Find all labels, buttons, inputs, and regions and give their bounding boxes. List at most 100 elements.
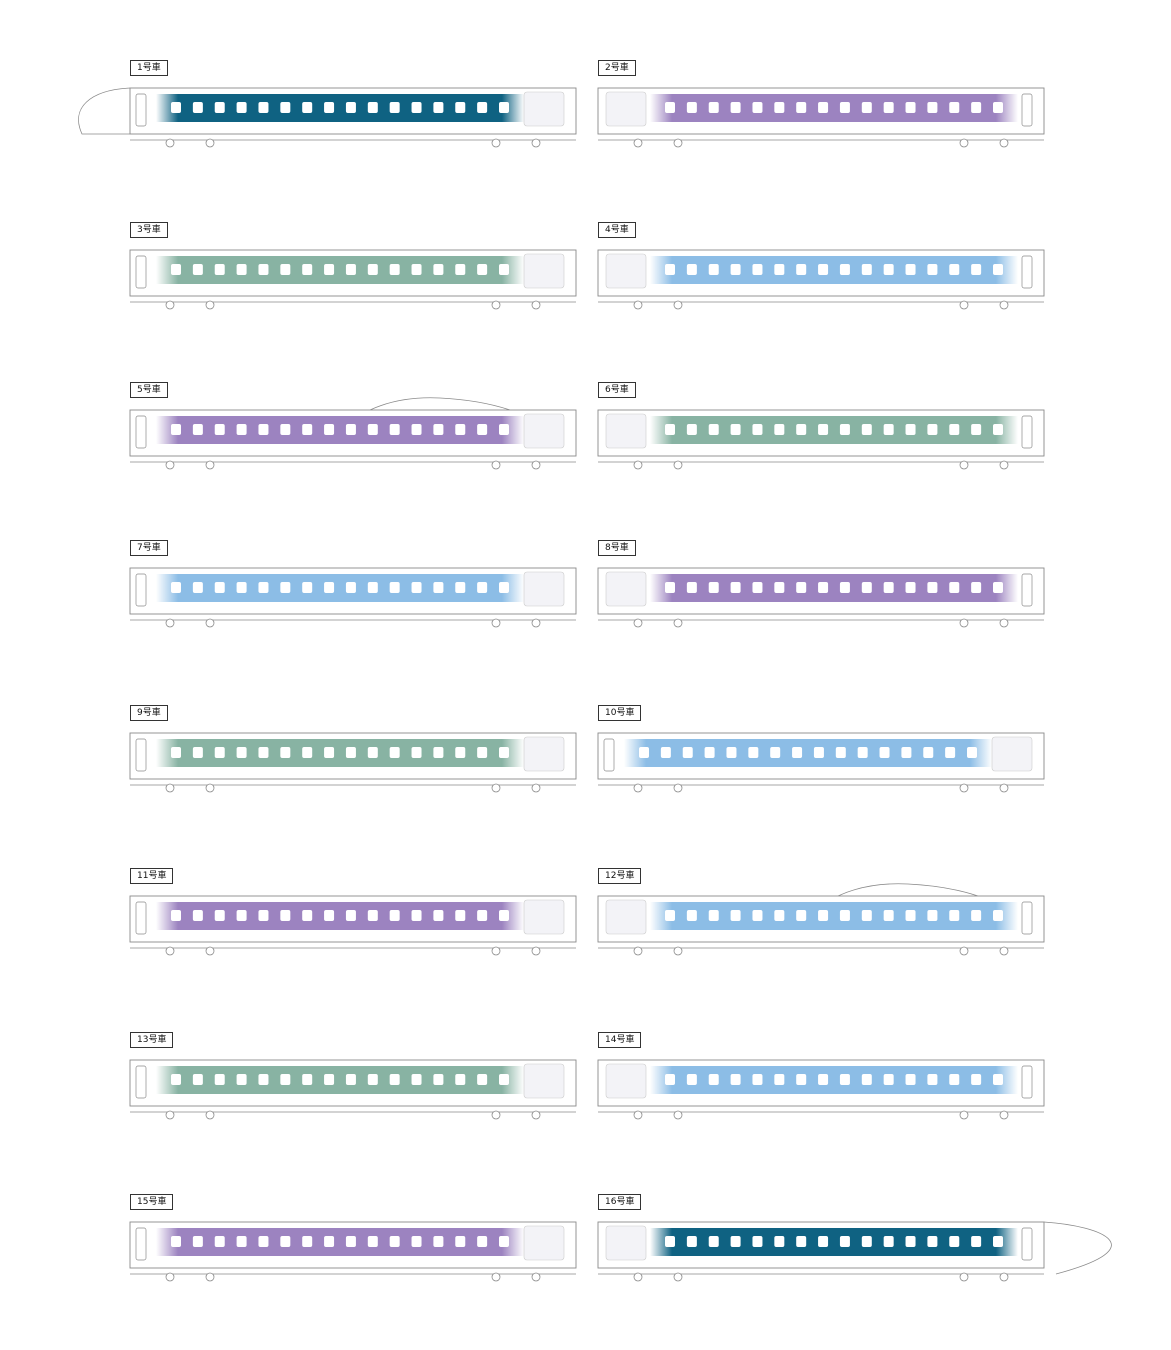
window — [665, 264, 675, 275]
window — [302, 582, 313, 593]
window — [883, 424, 894, 435]
door — [1021, 93, 1033, 127]
window — [302, 102, 313, 113]
car-side-view — [129, 397, 577, 470]
window — [927, 1074, 938, 1085]
window — [730, 1236, 741, 1247]
livery-stripe — [650, 256, 1018, 284]
car-side-view — [129, 895, 577, 956]
window — [813, 747, 824, 758]
window — [389, 264, 400, 275]
window — [818, 582, 829, 593]
window — [730, 582, 741, 593]
character-artwork — [605, 91, 647, 127]
window — [192, 1236, 203, 1247]
wheel — [531, 946, 541, 956]
wheel — [205, 1110, 215, 1120]
window — [796, 582, 807, 593]
window — [774, 582, 785, 593]
window — [367, 910, 378, 921]
character-artwork — [605, 571, 647, 607]
wheel — [531, 300, 541, 310]
window — [324, 582, 335, 593]
window — [971, 1074, 982, 1085]
window — [389, 747, 400, 758]
window — [857, 747, 868, 758]
window — [345, 910, 356, 921]
window — [774, 264, 785, 275]
car-8: 8号車 — [597, 540, 1063, 650]
character-artwork — [991, 736, 1033, 772]
window — [993, 102, 1003, 113]
window — [433, 102, 444, 113]
window — [861, 1074, 872, 1085]
window — [730, 264, 741, 275]
window — [927, 582, 938, 593]
window — [171, 424, 181, 435]
door — [1021, 573, 1033, 607]
wheel — [959, 300, 969, 310]
car-number-label: 12号車 — [598, 868, 642, 884]
window — [367, 102, 378, 113]
window — [411, 1236, 422, 1247]
window — [708, 102, 719, 113]
window — [883, 264, 894, 275]
window — [192, 424, 203, 435]
window — [665, 1236, 675, 1247]
window — [839, 102, 850, 113]
window — [752, 102, 763, 113]
car-side-view — [597, 87, 1045, 148]
car-number-label: 10号車 — [598, 705, 642, 721]
car-number-label: 11号車 — [130, 868, 174, 884]
wheel — [673, 618, 683, 628]
window — [258, 582, 269, 593]
door — [135, 93, 147, 127]
window — [455, 747, 466, 758]
wheel — [959, 618, 969, 628]
window — [258, 747, 269, 758]
wheel — [205, 946, 215, 956]
window — [774, 1236, 785, 1247]
window — [477, 1236, 488, 1247]
window — [796, 102, 807, 113]
car-5: 5号車 — [129, 382, 595, 492]
car-number-label: 3号車 — [130, 222, 168, 238]
livery-stripe — [156, 416, 524, 444]
wheel — [673, 783, 683, 793]
car-number-label: 9号車 — [130, 705, 168, 721]
nose-outline — [78, 87, 131, 135]
car-side-view — [597, 1221, 1112, 1282]
wheel — [165, 946, 175, 956]
window — [883, 910, 894, 921]
wheel — [959, 138, 969, 148]
car-number-label: 6号車 — [598, 382, 636, 398]
window — [993, 582, 1003, 593]
window — [905, 910, 916, 921]
wheel — [531, 1272, 541, 1282]
door — [135, 1065, 147, 1099]
wheel — [205, 618, 215, 628]
character-artwork — [605, 413, 647, 449]
window — [171, 582, 181, 593]
window — [302, 910, 313, 921]
window — [639, 747, 649, 758]
window — [927, 424, 938, 435]
car-12: 12号車 — [597, 868, 1063, 978]
window — [949, 102, 960, 113]
window — [796, 1236, 807, 1247]
character-artwork — [523, 253, 565, 289]
window — [708, 1074, 719, 1085]
wheel — [673, 460, 683, 470]
wheel — [165, 138, 175, 148]
window — [993, 424, 1003, 435]
window — [324, 910, 335, 921]
character-artwork — [605, 1063, 647, 1099]
car-6: 6号車 — [597, 382, 1063, 492]
window — [345, 1074, 356, 1085]
window — [927, 1236, 938, 1247]
wheel — [959, 946, 969, 956]
window — [499, 747, 509, 758]
livery-stripe — [624, 739, 992, 767]
door — [135, 1227, 147, 1261]
door — [135, 255, 147, 289]
